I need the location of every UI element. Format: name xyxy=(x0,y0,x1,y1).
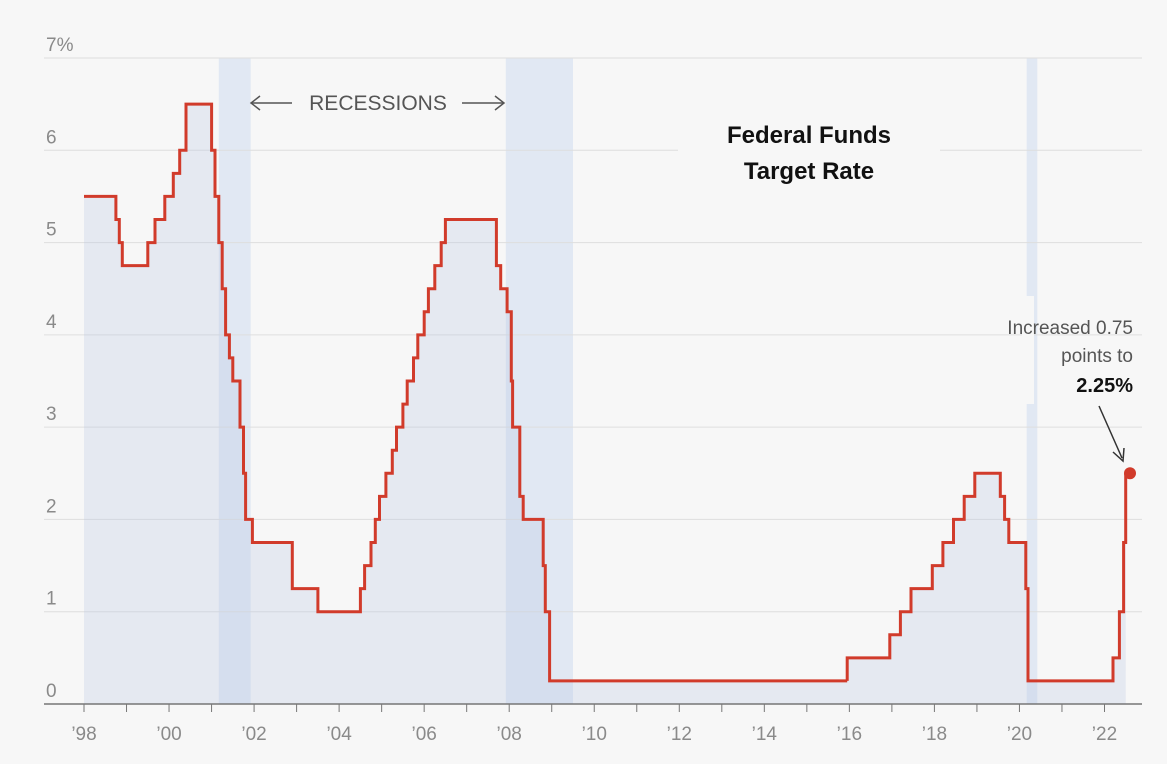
y-tick-label: 0 xyxy=(46,681,57,702)
y-tick-label: 7% xyxy=(46,35,74,56)
annotation-backdrop xyxy=(1022,296,1034,404)
y-tick-label: 1 xyxy=(46,589,57,610)
rate-lines xyxy=(84,102,1128,683)
x-tick-label: ’14 xyxy=(752,724,778,745)
title-backdrop xyxy=(678,112,940,196)
y-tick-label: 5 xyxy=(46,220,57,241)
x-tick-label: ’16 xyxy=(837,724,862,745)
annotation-line-2: points to xyxy=(1061,346,1133,367)
recessions-label: RECESSIONS xyxy=(249,92,506,115)
x-tick-label: ’06 xyxy=(411,724,436,745)
rate-area-fill xyxy=(84,104,1126,705)
x-tick-label: ’98 xyxy=(71,724,96,745)
recessions-label-text: RECESSIONS xyxy=(309,92,447,115)
y-tick-label: 3 xyxy=(46,404,57,425)
annotation-pointer xyxy=(1098,405,1123,459)
axes: 0 1 2 3 4 5 6 7% ’98 ’00 ’02 ’04 ’06 ’08 ’10 ’12 ’14 ’16 ’… xyxy=(44,35,1142,745)
y-tick-label: 4 xyxy=(46,312,57,333)
gridlines xyxy=(44,57,1142,613)
x-tick-label: ’00 xyxy=(156,724,181,745)
rate-area xyxy=(84,104,1126,705)
annotation-arrow-icon xyxy=(1112,447,1125,463)
x-tick-label: ’12 xyxy=(667,724,692,745)
markers xyxy=(1124,467,1136,480)
title-line-1: Federal Funds xyxy=(727,122,891,149)
end-point-marker xyxy=(1124,467,1136,480)
x-tick-label: ’18 xyxy=(922,724,947,745)
annotation-line-1: Increased 0.75 xyxy=(1007,318,1133,339)
rate-line-2015-2022 xyxy=(845,471,1128,683)
title-line-2: Target Rate xyxy=(744,158,874,185)
x-tick-label: ’20 xyxy=(1007,724,1032,745)
annotation: Increased 0.75 points to 2.25% xyxy=(1007,296,1133,463)
annotation-value: 2.25% xyxy=(1076,375,1133,397)
left-arrow-icon xyxy=(249,95,261,111)
recession-band-2 xyxy=(505,58,573,704)
x-tick-label: ’02 xyxy=(241,724,266,745)
y-tick-label: 6 xyxy=(46,127,57,148)
chart-title: Federal Funds Target Rate xyxy=(678,112,940,196)
right-arrow-icon xyxy=(494,95,506,111)
x-tick-label: ’10 xyxy=(582,724,607,745)
x-tick-label: ’04 xyxy=(326,724,352,745)
y-tick-label: 2 xyxy=(46,496,57,517)
x-tick-label: ’08 xyxy=(497,724,522,745)
x-tick-label: ’22 xyxy=(1092,724,1117,745)
rate-line-1998-2015 xyxy=(84,102,848,683)
